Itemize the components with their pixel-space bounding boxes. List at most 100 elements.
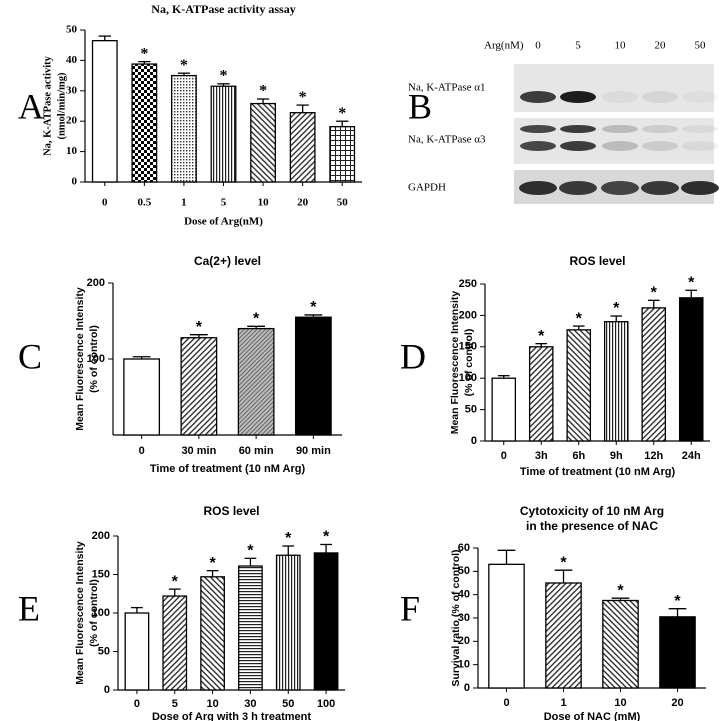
y-tick-label: 10: [66, 145, 78, 157]
significance-marker: *: [285, 530, 292, 547]
panel-letter: B: [408, 86, 432, 126]
x-tick-label: 10: [206, 698, 218, 710]
y-tick-label: 200: [92, 530, 110, 542]
x-tick-label: 0: [503, 697, 509, 709]
x-axis-label: Dose of Arg(nM): [184, 216, 263, 228]
bar: [238, 565, 263, 691]
blot-band: [642, 91, 678, 103]
x-tick-label: 50: [337, 197, 349, 209]
x-tick-label: 0: [501, 450, 507, 462]
y-tick-label: 20: [458, 635, 470, 647]
x-tick-label: 5: [172, 698, 178, 710]
blot-band: [560, 141, 596, 151]
blot-band: [682, 91, 718, 103]
significance-marker: *: [253, 311, 260, 328]
significance-marker: *: [576, 310, 583, 327]
blot-band: [682, 125, 718, 133]
x-axis-label: Time of treatment (10 nM Arg): [150, 463, 306, 475]
significance-marker: *: [259, 83, 267, 100]
blot-band: [681, 181, 719, 195]
significance-marker: *: [209, 555, 216, 572]
y-tick-label: 20: [66, 115, 78, 127]
significance-marker: *: [674, 593, 681, 610]
blot-strip: [514, 64, 714, 112]
bar: [123, 358, 161, 436]
y-tick-label: 50: [66, 24, 78, 36]
significance-marker: *: [560, 554, 567, 571]
chart: ROS level Dose of Arg with 3 h treatment M…: [74, 504, 345, 721]
lane-label: 5: [575, 40, 581, 52]
y-tick-label: 250: [459, 278, 477, 290]
x-tick-label: 12h: [644, 450, 663, 462]
blot-band: [560, 91, 596, 103]
chart-title: Na, K-ATPase activity assay: [151, 2, 295, 16]
chart-subtitle: in the presence of NAC: [526, 519, 658, 533]
x-tick-label: 0.5: [137, 197, 151, 209]
bar: [124, 612, 150, 691]
x-tick-label: 1: [560, 697, 566, 709]
x-tick-label: 9h: [610, 450, 623, 462]
y-tick-label: 150: [92, 568, 110, 580]
y-tick-label: 0: [104, 684, 110, 696]
x-tick-label: 20: [297, 197, 309, 209]
bar: [603, 321, 629, 442]
x-tick-label: 90 min: [296, 445, 331, 457]
significance-marker: *: [140, 45, 148, 62]
x-tick-label: 0: [134, 698, 140, 710]
y-tick-label: 40: [458, 589, 470, 601]
y-tick-label: 60: [458, 542, 470, 554]
blot-band: [602, 125, 638, 133]
blot-header: Arg(nM): [484, 40, 524, 52]
x-tick-label: 0: [102, 197, 108, 209]
y-tick-label: 30: [458, 612, 470, 624]
x-tick-label: 30 min: [181, 445, 216, 457]
bar: [602, 599, 639, 689]
blot-band: [641, 181, 679, 195]
bar: [545, 582, 582, 689]
blot-band: [601, 181, 639, 195]
panel-letter: E: [18, 588, 40, 628]
y-axis-label: (% of control): [88, 579, 100, 647]
y-axis-label: Mean Fluorescence Intensity: [74, 541, 86, 685]
y-tick-label: 100: [92, 607, 110, 619]
y-tick-label: 100: [459, 372, 477, 384]
significance-marker: *: [338, 105, 346, 122]
bar: [294, 316, 332, 436]
y-axis-label: Survival ratio (% of control): [450, 549, 462, 686]
y-tick-label: 50: [465, 404, 477, 416]
blot-band: [602, 91, 638, 103]
x-tick-label: 20: [671, 697, 683, 709]
y-tick-label: 100: [87, 353, 105, 365]
blot-row-label: GAPDH: [408, 182, 446, 194]
chart: ROS level Time of treatment (10 nM Arg) Me…: [449, 254, 710, 478]
x-tick-label: 10: [258, 197, 270, 209]
chart-title: Ca(2+) level: [194, 254, 261, 268]
y-tick-label: 150: [459, 341, 477, 353]
x-tick-label: 100: [317, 698, 335, 710]
bar: [275, 554, 301, 691]
x-axis-label: Dose of NAC (mM): [544, 711, 641, 721]
blot-row-label: Na, K-ATPase α1: [408, 82, 486, 94]
chart-title: ROS level: [569, 254, 625, 268]
bar: [313, 552, 339, 691]
x-tick-label: 30: [244, 698, 256, 710]
blot-strip: [514, 118, 714, 164]
blot-band: [642, 125, 678, 133]
blot-band: [560, 125, 596, 133]
y-tick-label: 200: [459, 309, 477, 321]
y-tick-label: 0: [464, 682, 470, 694]
blot-band: [520, 125, 556, 133]
x-tick-label: 3h: [535, 450, 548, 462]
blot-band: [519, 181, 557, 195]
panel-letter: A: [18, 86, 44, 126]
panel-letter: F: [400, 588, 420, 628]
blot-band: [520, 91, 556, 103]
blot-band: [642, 141, 678, 151]
significance-marker: *: [299, 89, 307, 106]
x-tick-label: 10: [614, 697, 626, 709]
y-axis-label: (% of control): [463, 329, 475, 397]
x-axis-label: Dose of Arg with 3 h treatment: [152, 711, 311, 721]
y-tick-label: 30: [66, 84, 78, 96]
significance-marker: *: [613, 300, 620, 317]
